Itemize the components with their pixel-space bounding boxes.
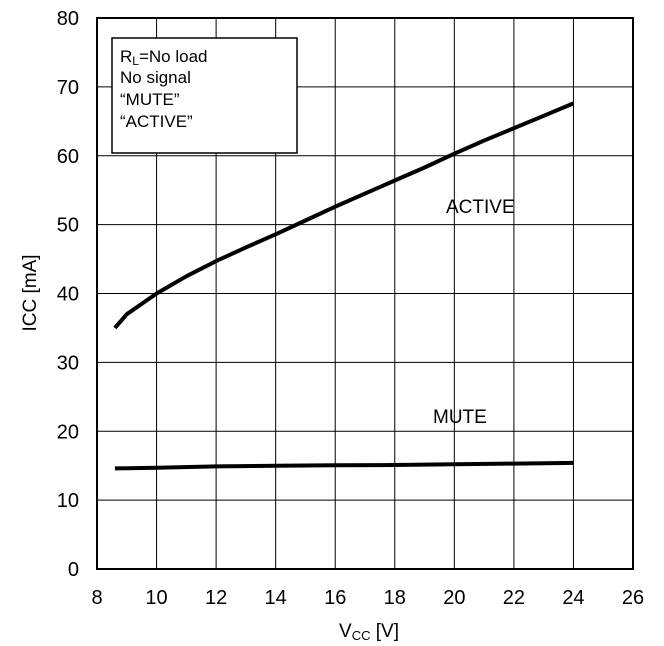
series-line-mute xyxy=(114,460,574,471)
y-tick-label: 50 xyxy=(57,215,79,237)
x-tick-label: 12 xyxy=(205,587,227,609)
x-tick-label: 16 xyxy=(324,587,346,609)
series-line-active xyxy=(113,101,575,330)
legend-frame xyxy=(111,37,298,154)
x-tick-label: 26 xyxy=(622,587,644,609)
series-label-active: ACTIVE xyxy=(446,197,515,218)
y-axis-label: ICC [mA] xyxy=(20,254,41,331)
legend-box: RL=No load No signal “MUTE” “ACTIVE” xyxy=(111,37,298,154)
x-tick-label: 10 xyxy=(145,587,167,609)
y-tick-label: 40 xyxy=(57,284,79,306)
y-tick-label: 20 xyxy=(57,421,79,443)
series-layer xyxy=(113,101,575,471)
x-tick-label: 18 xyxy=(384,587,406,609)
tick-labels: 8 10 12 14 16 18 20 22 24 26 0 10 20 30 40 50 60 70 80 xyxy=(57,8,644,609)
y-tick-label: 0 xyxy=(68,559,79,581)
x-tick-label: 8 xyxy=(91,587,102,609)
legend-line-1: RL=No load xyxy=(120,47,208,68)
y-tick-label: 70 xyxy=(57,77,79,99)
x-tick-label: 22 xyxy=(503,587,525,609)
plot-frame xyxy=(96,17,634,570)
x-axis-label: VCC [V] xyxy=(339,621,399,643)
y-tick-label: 60 xyxy=(57,146,79,168)
x-tick-label: 24 xyxy=(562,587,584,609)
y-tick-label: 80 xyxy=(57,8,79,30)
x-tick-label: 14 xyxy=(265,587,287,609)
legend-line-4: “ACTIVE” xyxy=(120,112,193,131)
y-tick-label: 30 xyxy=(57,352,79,374)
x-tick-label: 20 xyxy=(443,587,465,609)
y-tick-label: 10 xyxy=(57,490,79,512)
series-label-mute: MUTE xyxy=(433,407,487,428)
legend-line-2: No signal xyxy=(120,68,191,87)
legend-line-3: “MUTE” xyxy=(120,90,180,109)
